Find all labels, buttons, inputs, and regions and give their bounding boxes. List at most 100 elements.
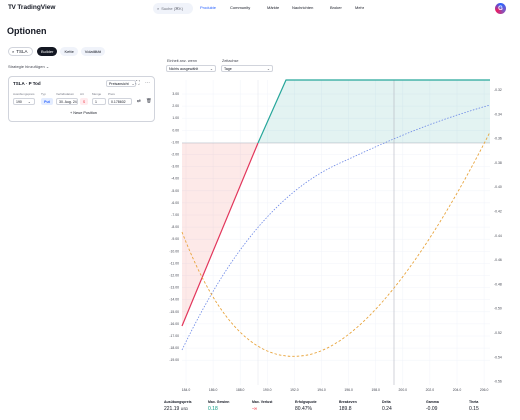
nav-produkte[interactable]: Produkte: [200, 5, 217, 10]
stat-label: Max. Gewinn: [208, 400, 230, 404]
nav-maerkte[interactable]: Märkte: [267, 5, 280, 10]
tab-volatilitaet[interactable]: Volatilität: [80, 47, 105, 56]
unit-label: Einheit anz. wenn: [167, 59, 197, 63]
t0-payoff-line: [181, 104, 491, 351]
strike-value: 190: [16, 99, 22, 104]
chevron-down-icon: ⌄: [27, 99, 31, 104]
avatar[interactable]: G: [495, 3, 506, 14]
view-dropdown[interactable]: Preisansicht ⌄: [106, 80, 136, 87]
timeline-label: Zeitachse: [222, 59, 239, 63]
y-axis-right: -0.32 -0.34 -0.36 -0.38 -0.40 -0.42 -0.44 -0.46…: [494, 88, 502, 384]
timeline-select[interactable]: Tage ⌄: [221, 65, 273, 72]
x-tick-label: 206.0: [480, 388, 489, 392]
more-icon[interactable]: ⋯: [145, 80, 150, 86]
strategy-card: TSLA · P Tod Preisansicht ⌄ ⛶ ⋯ Ausübung…: [8, 76, 155, 122]
stat-label: Max. Verlust: [252, 400, 273, 404]
link-icon[interactable]: ⇄: [137, 98, 141, 103]
x-tick-label: 188.0: [236, 388, 245, 392]
y-right-tick-label: -0.40: [494, 185, 502, 189]
page-title: Optionen: [7, 26, 47, 36]
x-tick-label: 202.0: [426, 388, 435, 392]
y-left-tick-label: -16.00: [169, 322, 179, 326]
expiry-value: 30. Aug. 24: [59, 99, 77, 104]
expiry-select[interactable]: 30. Aug. 24: [56, 98, 78, 105]
y-right-tick-label: -0.42: [494, 210, 502, 214]
col-price: Preis: [108, 92, 115, 96]
y-left-tick-label: -4.00: [171, 177, 179, 181]
y-right-tick-label: -0.32: [494, 88, 502, 92]
stat-value: 189.8: [339, 406, 352, 412]
expiration-payoff-profit: [257, 79, 490, 144]
stat-item: Max. Gewinn 0.18: [208, 400, 229, 412]
expand-icon[interactable]: ⛶: [136, 80, 140, 86]
y-left-tick-label: -19.00: [169, 358, 179, 362]
side-toggle[interactable]: S: [80, 98, 88, 105]
timeline-value: Tage: [224, 66, 232, 71]
stat-item: Delta 0.24: [382, 400, 392, 412]
y-left-tick-label: -13.00: [169, 286, 179, 290]
col-qty: Menge: [92, 92, 102, 96]
search-input[interactable]: ⌕ Suche (⌘K): [153, 3, 193, 14]
stats-bar: Ausübungspreis 221.19 USD Max. Gewinn 0.18 M…: [164, 400, 494, 418]
quantity-stepper[interactable]: 1: [92, 98, 106, 105]
nav-mehr[interactable]: Mehr: [355, 5, 365, 10]
profit-zone: [258, 80, 490, 143]
x-tick-label: 196.0: [344, 388, 353, 392]
type-toggle[interactable]: Put: [41, 98, 53, 105]
nav-broker[interactable]: Broker: [330, 5, 342, 10]
tab-kette[interactable]: Kette: [60, 47, 78, 56]
stat-item: Ausübungspreis 221.19 USD: [164, 400, 192, 412]
y-left-tick-label: -15.00: [169, 310, 179, 314]
stat-item: Max. Verlust -∞: [252, 400, 272, 412]
stat-label: Theta: [469, 400, 479, 404]
y-right-tick-label: -0.50: [494, 307, 502, 311]
stat-label: Breakeven: [339, 400, 357, 404]
y-right-tick-label: -0.46: [494, 258, 502, 262]
y-left-tick-label: -8.00: [171, 225, 179, 229]
y-axis-left: 3.00 2.00 1.00 0.00 -1.00 -2.00 -3.00 -4.00 -5.0…: [169, 92, 179, 362]
top-nav: TV TradingView ⌕ Suche (⌘K) Produkte Com…: [0, 0, 520, 18]
y-left-tick-label: -3.00: [171, 165, 179, 169]
view-tabs: Builder Kette Volatilität: [37, 47, 105, 56]
x-tick-label: 194.0: [317, 388, 326, 392]
strike-select[interactable]: 190 ⌄: [13, 98, 35, 105]
y-left-tick-label: -6.00: [171, 201, 179, 205]
stat-label: Delta: [382, 400, 391, 404]
x-tick-label: 204.0: [453, 388, 462, 392]
col-expiry: Verfallsdatum: [56, 92, 75, 96]
stat-label: Gamma: [426, 400, 439, 404]
unit-select[interactable]: Nichts ausgewählt ⌄: [166, 65, 216, 72]
nav-nachrichten[interactable]: Nachrichten: [292, 5, 314, 10]
trash-icon[interactable]: 🗑: [146, 98, 152, 103]
x-tick-label: 186.0: [209, 388, 218, 392]
unit-value: Nichts ausgewählt: [169, 66, 199, 71]
price-field[interactable]: 0.178602: [108, 98, 132, 105]
stat-label: Ausübungspreis: [164, 400, 192, 404]
chevron-down-icon: ⌄: [45, 64, 50, 69]
col-strike: Ausübungspreis: [13, 92, 35, 96]
col-type: Typ: [41, 92, 46, 96]
y-left-tick-label: -10.00: [169, 249, 179, 253]
stat-item: Theta 0.15: [469, 400, 479, 412]
y-left-tick-label: -12.00: [169, 274, 179, 278]
add-position-button[interactable]: + Neue Position: [70, 111, 97, 115]
add-strategy-dropdown[interactable]: Strategie hinzufügen ⌄: [8, 64, 49, 69]
chevron-down-icon: ⌄: [209, 66, 213, 71]
symbol-selector[interactable]: ⌕ TSLA: [8, 47, 33, 56]
stat-unit: USD: [180, 407, 189, 411]
tab-builder[interactable]: Builder: [37, 47, 58, 56]
tradingview-logo[interactable]: TV TradingView: [8, 4, 55, 11]
x-axis: 184.0 186.0 188.0 190.0 192.0 194.0 196.0 198.0…: [182, 388, 489, 392]
y-left-tick-label: -1.00: [171, 140, 179, 144]
y-left-tick-label: -18.00: [169, 346, 179, 350]
stat-value: 80.47%: [295, 406, 312, 412]
nav-community[interactable]: Community: [230, 5, 251, 10]
y-left-tick-label: -17.00: [169, 334, 179, 338]
y-left-tick-label: 1.00: [172, 116, 179, 120]
y-left-tick-label: -7.00: [171, 213, 179, 217]
y-right-tick-label: -0.36: [494, 137, 502, 141]
stat-item: Gamma -0.09: [426, 400, 439, 412]
y-right-tick-label: -0.54: [494, 355, 502, 359]
y-left-tick-label: -9.00: [171, 237, 179, 241]
